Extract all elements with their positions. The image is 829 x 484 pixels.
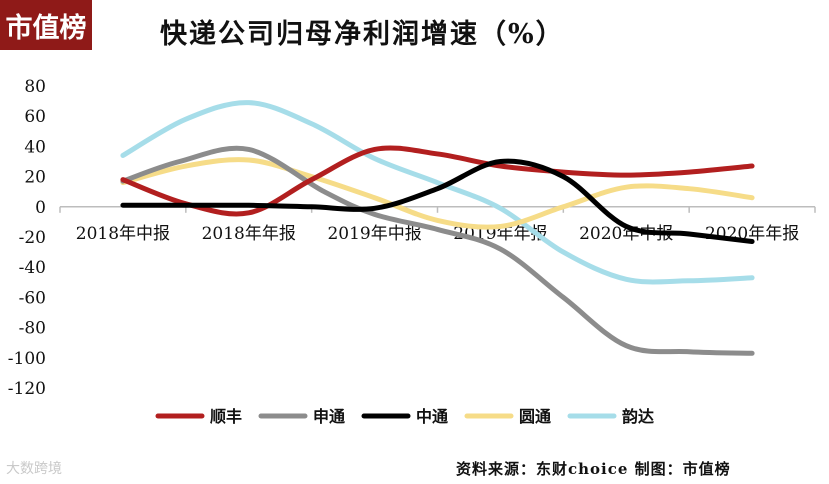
y-tick-label: 40 [24, 137, 46, 157]
y-tick-label: 20 [24, 168, 46, 188]
chart-title: 快递公司归母净利润增速（%） [160, 19, 565, 50]
x-tick-label: 2020年中报 [579, 224, 673, 244]
legend-label: 中通 [416, 407, 448, 426]
watermark: 大数跨境 [6, 461, 62, 477]
series-line-1 [120, 145, 755, 356]
series-line-3 [120, 157, 755, 230]
x-tick-label: 2018年年报 [202, 224, 296, 244]
y-tick-label: -40 [19, 258, 46, 278]
legend-label: 圆通 [519, 407, 551, 426]
brand-logo: 市值榜 [0, 0, 92, 50]
x-tick-label: 2018年中报 [76, 224, 170, 244]
source-label: 资料来源：东财choice 制图：市值榜 [456, 460, 731, 478]
legend-label: 申通 [313, 407, 345, 426]
y-tick-label: -60 [19, 288, 46, 308]
series-lines [120, 100, 755, 356]
x-tick-label: 2019年中报 [327, 224, 421, 244]
y-tick-label: -20 [19, 228, 46, 248]
series-line-4 [120, 100, 755, 285]
series-line-2 [120, 158, 755, 245]
series-line-0 [120, 145, 755, 217]
y-tick-label: -100 [8, 349, 46, 369]
y-tick-label: 60 [24, 107, 46, 127]
y-axis: 80 60 40 20 0 -20 -40 -60 -80 -100 -120 [8, 77, 46, 399]
legend-label: 韵达 [622, 407, 654, 426]
y-tick-label: 80 [24, 77, 46, 97]
y-tick-label: 0 [35, 198, 46, 218]
legend: 顺丰 申通 中通 圆通 韵达 [155, 407, 654, 426]
x-axis: 2018年中报 2018年年报 2019年中报 2019年年报 2020年中报 2020年… [59, 206, 816, 244]
y-tick-label: -80 [19, 319, 46, 339]
y-tick-label: -120 [8, 379, 46, 399]
legend-label: 顺丰 [210, 407, 242, 426]
